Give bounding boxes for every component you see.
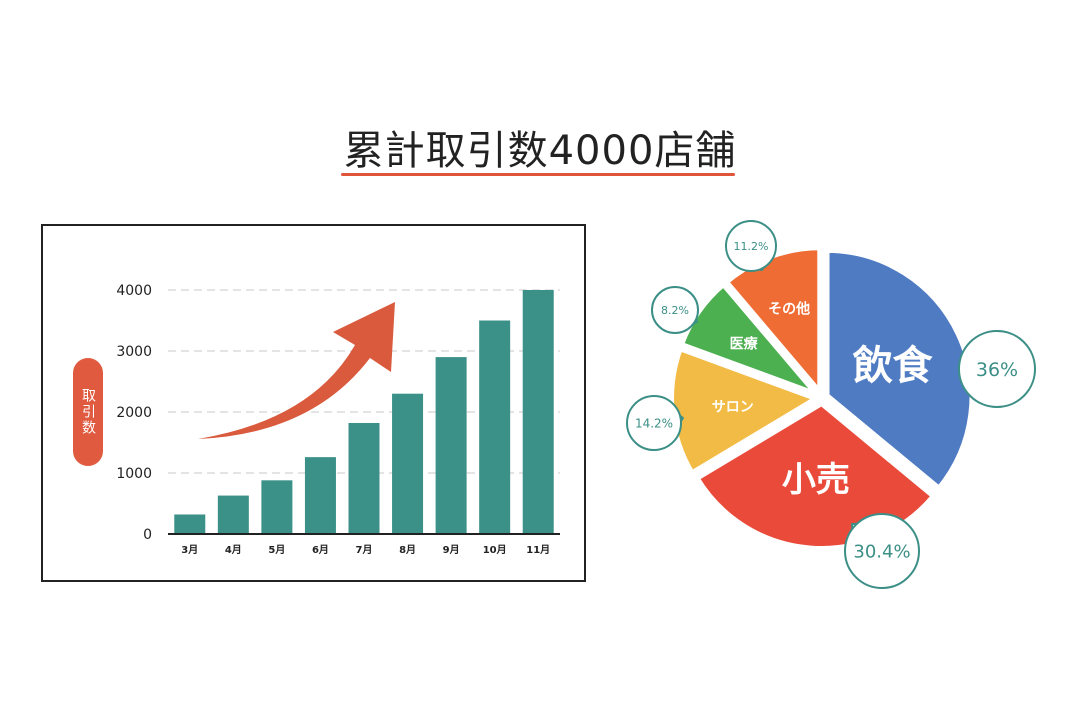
x-tick-label: 6月 (312, 544, 329, 556)
y-tick-label: 3000 (116, 344, 152, 360)
pie-slice-label: 医療 (730, 335, 759, 352)
y-tick-label: 0 (143, 527, 152, 543)
callout-bubble (844, 513, 920, 589)
x-tick-label: 7月 (356, 544, 373, 556)
y-axis-label-pill: 取引数 (73, 358, 103, 466)
pie-value-label: 11.2% (734, 240, 769, 253)
bar (174, 514, 206, 534)
pie-value-label: 14.2% (635, 416, 673, 430)
x-tick-label: 3月 (181, 544, 198, 556)
bar (435, 357, 467, 534)
x-tick-label: 9月 (443, 544, 460, 556)
y-tick-label: 4000 (116, 283, 152, 299)
callout-bubble (626, 395, 682, 451)
pie-value-label: 8.2% (661, 304, 689, 317)
y-tick-label: 1000 (116, 466, 152, 482)
page-title: 累計取引数4000店舗 (343, 128, 737, 174)
bar (479, 320, 511, 534)
callout-bubble (725, 220, 777, 272)
x-tick-label: 8月 (399, 544, 416, 556)
bar (392, 393, 424, 534)
bar (261, 480, 293, 534)
bar (348, 422, 380, 534)
x-tick-label: 4月 (225, 544, 242, 556)
pie-slice (692, 399, 939, 552)
pie-slice-label: 飲食 (853, 343, 934, 389)
pie-slice-label: 小売 (782, 460, 850, 500)
y-tick-label: 2000 (116, 405, 152, 421)
bar (217, 495, 249, 534)
x-tick-label: 11月 (526, 544, 550, 556)
pie-slice-label: サロン (712, 399, 754, 415)
pie-slice (823, 246, 976, 494)
pie-value-label: 30.4% (853, 541, 910, 562)
growth-arrow (198, 302, 395, 439)
title-underline (341, 173, 735, 176)
bar (522, 290, 554, 534)
pie-value-label: 36% (976, 359, 1018, 381)
x-tick-label: 5月 (268, 544, 285, 556)
callout-bubble (651, 286, 699, 334)
x-tick-label: 10月 (483, 544, 507, 556)
callout-bubble (958, 330, 1036, 408)
y-axis-label: 取引数 (80, 388, 96, 436)
bar (304, 457, 336, 534)
pie-slice-label: その他 (768, 300, 810, 317)
